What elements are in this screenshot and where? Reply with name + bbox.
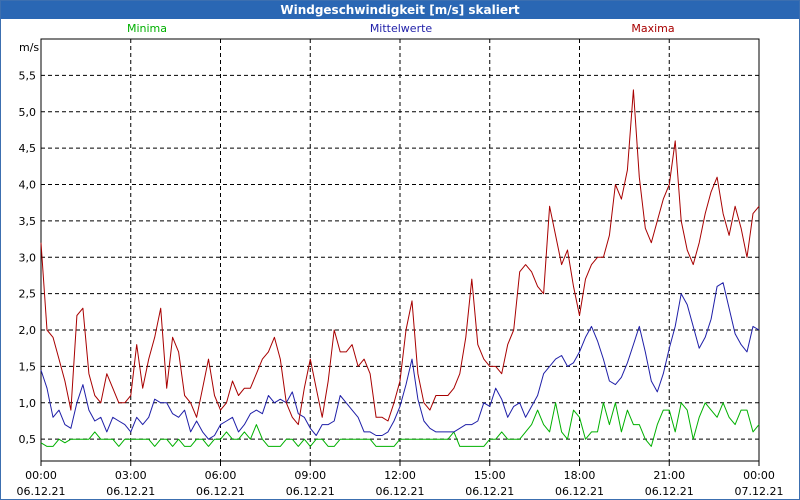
x-tick-date: 07.12.21 [735, 485, 784, 498]
x-tick-date: 06.12.21 [465, 485, 514, 498]
x-tick-date: 06.12.21 [376, 485, 425, 498]
y-tick-label: 4,0 [19, 179, 37, 192]
y-tick-label: 0,5 [19, 433, 37, 446]
x-axis: 00:00 06.12.21 03:00 06.12.21 06:00 06.12.21 0… [17, 461, 784, 498]
window-title: Windgeschwindigkeit [m/s] skaliert [1, 1, 799, 19]
x-tick-time: 03:00 [115, 469, 147, 482]
series-group [40, 89, 760, 447]
y-tick-label: 2,0 [19, 324, 37, 337]
y-tick-label: 4,5 [19, 142, 37, 155]
series-line-mittelwerte [40, 282, 760, 440]
x-tick-time: 00:00 [25, 469, 57, 482]
y-axis: 0,5 1,0 1,5 2,0 2,5 3,0 3,5 4,0 4,5 5,0 5,5 [19, 69, 37, 446]
series-line-maxima [40, 89, 760, 426]
y-tick-label: 3,5 [19, 215, 37, 228]
x-tick-date: 06.12.21 [17, 485, 66, 498]
x-tick-time: 09:00 [294, 469, 326, 482]
x-tick-date: 06.12.21 [555, 485, 604, 498]
legend-mittelwerte: Mittelwerte [370, 22, 433, 35]
x-tick-date: 06.12.21 [106, 485, 155, 498]
x-tick-date: 06.12.21 [286, 485, 335, 498]
wind-speed-chart: 0,51,01,52,02,53,03,54,04,55,05,5 00:000… [17, 22, 784, 498]
x-tick-time: 00:00 [743, 469, 775, 482]
legend-minima: Minima [127, 22, 167, 35]
y-tick-label: 5,0 [19, 106, 37, 119]
legend: Minima Mittelwerte Maxima [127, 22, 675, 35]
x-tick-time: 12:00 [384, 469, 416, 482]
y-tick-label: 1,5 [19, 360, 37, 373]
y-tick-label: 5,5 [19, 69, 37, 82]
y-tick-label: 1,0 [19, 397, 37, 410]
y-tick-label: 2,5 [19, 288, 37, 301]
y-axis-label: m/s [19, 41, 39, 54]
x-tick-date: 06.12.21 [645, 485, 694, 498]
y-tick-label: 3,0 [19, 251, 37, 264]
x-tick-time: 06:00 [205, 469, 237, 482]
grid [41, 39, 759, 461]
x-tick-time: 15:00 [474, 469, 506, 482]
x-tick-date: 06.12.21 [196, 485, 245, 498]
x-tick-time: 21:00 [653, 469, 685, 482]
x-tick-time: 18:00 [564, 469, 596, 482]
series-line-minima [40, 402, 760, 447]
legend-maxima: Maxima [631, 22, 674, 35]
